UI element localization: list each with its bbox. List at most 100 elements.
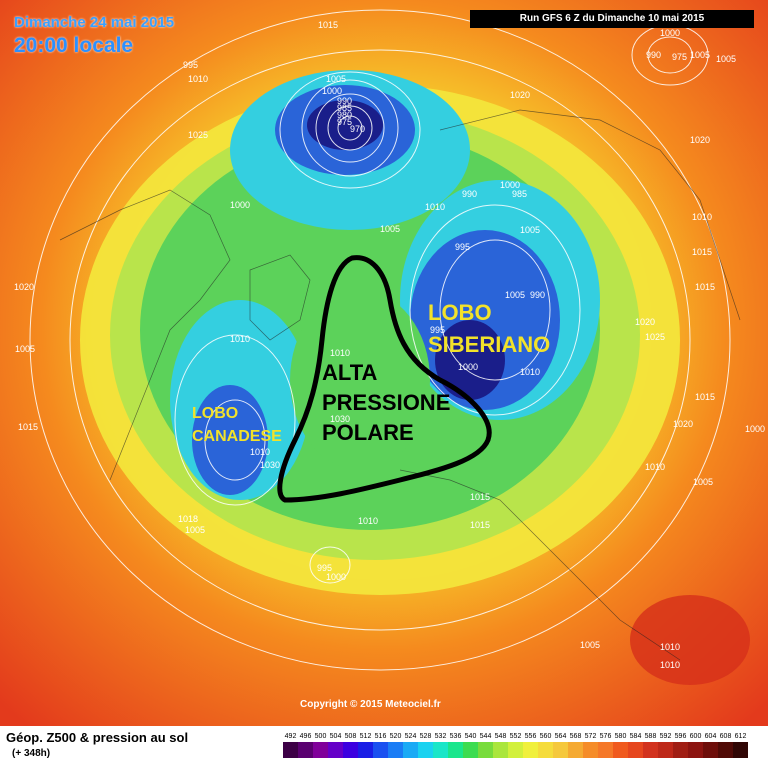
isobar-label: 1000 [322,86,342,96]
scale-value: 612 [735,733,747,740]
scale-swatch [388,742,403,758]
scale-swatch [373,742,388,758]
isobar-label: 1015 [318,20,338,30]
isobar-label: 1010 [425,202,445,212]
navy-siberia [435,320,505,400]
isobar-label: 1010 [692,212,712,222]
scale-swatch [703,742,718,758]
isobar-label: 1005 [185,525,205,535]
forecast-time: 20:00 locale [14,34,134,57]
region-label: LOBO [192,405,238,422]
navy-atlantic-low [307,100,383,150]
scale-value: 560 [540,733,552,740]
isobar-label: 1000 [660,28,680,38]
isobar-label: 1005 [326,74,346,84]
scale-swatch [538,742,553,758]
scale-swatch [493,742,508,758]
scale-value: 520 [390,733,402,740]
scale-value: 604 [705,733,717,740]
scale-value: 584 [630,733,642,740]
isobar-label: 990 [646,50,661,60]
blue-canada [192,385,268,495]
scale-swatch [583,742,598,758]
isobar-label: 985 [512,189,527,199]
run-info: Run GFS 6 Z du Dimanche 10 mai 2015 [470,10,754,28]
scale-swatch [433,742,448,758]
isobar-label: 995 [455,242,470,252]
isobar-label: 1020 [673,419,693,429]
scale-swatch [343,742,358,758]
scale-value: 528 [420,733,432,740]
isobar-label: 970 [350,124,365,134]
region-label: PRESSIONE [322,390,450,415]
isobar-label: 1000 [230,200,250,210]
forecast-date: Dimanche 24 mai 2015 [14,14,175,31]
region-label: CANADESE [192,428,282,445]
scale-value: 532 [435,733,447,740]
scale-value: 592 [660,733,672,740]
scale-value: 512 [360,733,372,740]
scale-value: 536 [450,733,462,740]
isobar-label: 1010 [358,516,378,526]
legend-subtitle: (+ 348h) [12,748,51,759]
polar-high-outline [277,255,492,503]
scale-value: 564 [555,733,567,740]
isobar-label: 1005 [716,54,736,64]
isobar-label: 980 [337,110,352,120]
isobar-label: 1015 [470,492,490,502]
scale-value: 492 [285,733,297,740]
scale-value: 500 [315,733,327,740]
scale-swatch [508,742,523,758]
region-label: SIBERIANO [428,332,550,357]
isobar-label: 1000 [500,180,520,190]
isobar-label: 1025 [188,130,208,140]
scale-swatch [598,742,613,758]
isobar-label: 1020 [690,135,710,145]
isobar-label: 1010 [660,642,680,652]
scale-value: 596 [675,733,687,740]
scale-value: 588 [645,733,657,740]
scale-swatch [613,742,628,758]
isobar-label: 1010 [645,462,665,472]
isobar-label: 990 [462,189,477,199]
isobar-label: 1010 [230,334,250,344]
scale-value: 568 [570,733,582,740]
scale-swatch [403,742,418,758]
scale-value: 600 [690,733,702,740]
isobar-label: 1020 [14,282,34,292]
scale-value: 516 [375,733,387,740]
isobar-label: 1010 [330,348,350,358]
isobar-label: 975 [337,117,352,127]
legend-bar: Géop. Z500 & pression au sol (+ 348h) 49… [0,726,768,768]
region-label: ALTA [322,360,377,385]
scale-swatch [283,742,298,758]
scale-value: 504 [330,733,342,740]
scale-swatch [658,742,673,758]
isobar-label: 1005 [505,290,525,300]
scale-swatch [448,742,463,758]
isobar-label: 1005 [690,50,710,60]
scale-swatch [733,742,748,758]
isobar-label: 990 [530,290,545,300]
isobar-label: 1000 [458,362,478,372]
isobar-label: 1010 [520,367,540,377]
scale-swatch [643,742,658,758]
scale-swatch [568,742,583,758]
scale-swatch [478,742,493,758]
isobar-label: 1018 [178,514,198,524]
scale-swatch [553,742,568,758]
isobar-label: 1015 [695,392,715,402]
isobar-label: 995 [430,325,445,335]
scale-swatch [358,742,373,758]
isobar-label: 995 [317,563,332,573]
scale-value: 608 [720,733,732,740]
legend-title: Géop. Z500 & pression au sol [6,730,189,745]
scale-swatch [628,742,643,758]
scale-swatch [313,742,328,758]
scale-swatch [688,742,703,758]
isobar-label: 1030 [330,414,350,424]
isobar-label: 1020 [635,317,655,327]
isobar-label: 1005 [520,225,540,235]
scale-swatch [463,742,478,758]
isobar-label: 1005 [693,477,713,487]
